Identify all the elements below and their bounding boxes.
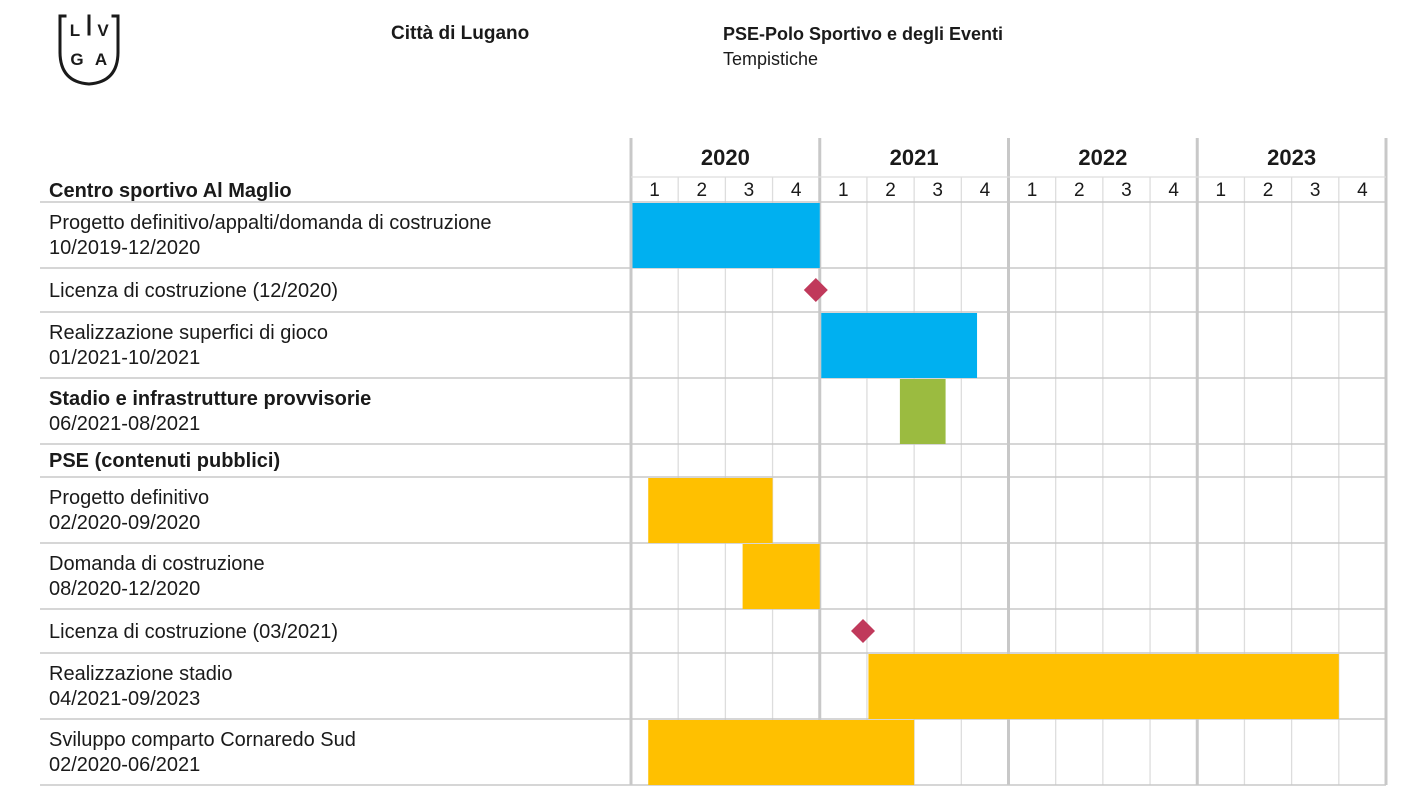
logo-letter-v: V [97,21,109,40]
logo-letter-g: G [70,50,83,69]
gantt-bar [648,720,915,785]
row-dates: 08/2020-12/2020 [49,578,200,600]
row-label: Sviluppo comparto Cornaredo Sud [49,729,356,751]
row-label: Realizzazione superfici di gioco [49,322,328,344]
year-label-2020: 2020 [701,145,750,170]
year-label-2022: 2022 [1078,145,1127,170]
row-label: Realizzazione stadio [49,663,232,685]
row-label: Progetto definitivo [49,487,209,509]
project-title: PSE-Polo Sportivo e degli Eventi [723,24,1004,44]
gantt-bar [899,379,946,444]
city-name: Città di Lugano [391,23,530,44]
quarter-label: 3 [932,180,943,201]
row-label: Licenza di costruzione (03/2021) [49,621,338,643]
quarter-label: 2 [1074,180,1085,201]
row-dates: 10/2019-12/2020 [49,237,200,259]
lvga-logo: L V G A [58,14,120,86]
row-label: Stadio e infrastrutture provvisorie [49,388,371,410]
row-dates: 04/2021-09/2023 [49,688,200,710]
row-dates: 06/2021-08/2021 [49,413,200,435]
quarter-label: 2 [885,180,896,201]
quarter-label: 3 [744,180,755,201]
quarter-label: 1 [1216,180,1227,201]
milestone-diamond [851,619,876,643]
quarter-label: 2 [1263,180,1274,201]
quarter-label: 1 [1027,180,1038,201]
row-dates: 01/2021-10/2021 [49,347,200,369]
quarter-label: 3 [1310,180,1321,201]
row-label: Licenza di costruzione (12/2020) [49,280,338,302]
gantt-bar [742,544,820,609]
logo-letter-l: L [70,21,80,40]
gantt-bar [868,654,1339,719]
row-dates: 02/2020-09/2020 [49,512,200,534]
gantt-bar [821,313,978,378]
quarter-label: 1 [649,180,660,201]
project-subtitle: Tempistiche [723,49,819,69]
gantt-bar [648,478,773,543]
row-dates: 02/2020-06/2021 [49,754,200,776]
quarter-label: 4 [980,180,991,201]
logo-letter-a: A [95,50,107,69]
quarter-label: 2 [696,180,707,201]
year-label-2021: 2021 [890,145,939,170]
row-label: Progetto definitivo/appalti/domanda di c… [49,212,492,234]
quarter-label: 1 [838,180,849,201]
section-label: Centro sportivo Al Maglio [49,180,292,202]
quarter-label: 4 [1168,180,1179,201]
year-label-2023: 2023 [1267,145,1316,170]
quarter-label: 4 [791,180,802,201]
quarter-label: 3 [1121,180,1132,201]
gantt-bar [632,203,820,268]
section-label: PSE (contenuti pubblici) [49,450,280,472]
quarter-label: 4 [1357,180,1368,201]
milestone-diamond [803,278,828,302]
row-label: Domanda di costruzione [49,553,265,575]
